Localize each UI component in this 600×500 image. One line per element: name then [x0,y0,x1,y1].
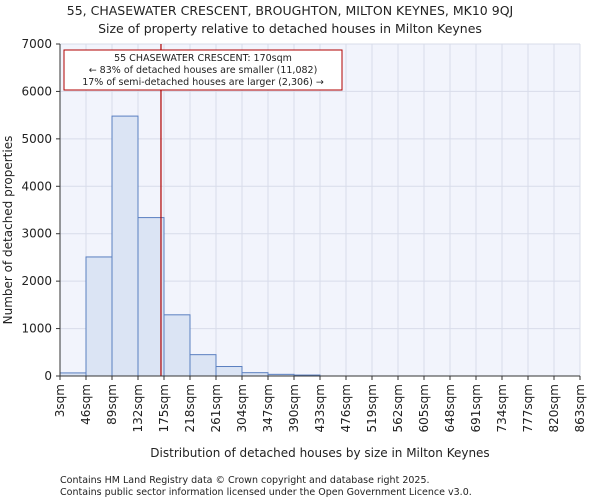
x-tick-label: 347sqm [261,384,275,432]
bar-261sqm [215,366,243,377]
annotation-line3: 17% of semi-detached houses are larger (… [82,77,324,88]
y-tick-label: 3000 [21,227,52,241]
x-tick-label: 3sqm [53,384,67,417]
y-tick-label: 5000 [21,132,52,146]
annotation-frame [63,49,343,91]
x-tick-label: 46sqm [79,384,93,425]
x-tick-label: 562sqm [391,384,405,432]
axes: 0 1000 2000 3000 4000 5000 6000 7000 3sqm 46sqm 89… [21,37,587,432]
x-tick-label: 734sqm [495,384,509,432]
annotation-box: 55 CHASEWATER CRESCENT: 170sqm ← 83% of … [63,49,343,91]
y-axis-label: Number of detached properties [1,136,15,325]
bar-175sqm [163,314,191,377]
chart-title-line2: Size of property relative to detached ho… [98,21,482,36]
y-tick-label: 7000 [21,37,52,51]
x-tick-label: 863sqm [573,384,587,432]
x-tick-label: 261sqm [209,384,223,432]
bar-89sqm [111,115,139,377]
x-tick-label: 433sqm [313,384,327,432]
x-tick-label: 175sqm [157,384,171,432]
x-tick-label: 390sqm [287,384,301,432]
bar-46sqm [85,256,113,377]
x-tick-label: 304sqm [235,384,249,432]
y-tick-label: 2000 [21,274,52,288]
x-tick-label: 89sqm [105,384,119,425]
x-tick-label: 777sqm [521,384,535,432]
y-tick-label: 4000 [21,179,52,193]
annotation-line2: ← 83% of detached houses are smaller (11… [89,65,318,76]
footer-line2: Contains public sector information licen… [60,487,472,498]
x-tick-label: 476sqm [339,384,353,432]
x-tick-label: 519sqm [365,384,379,432]
x-tick-label: 218sqm [183,384,197,432]
x-tick-label: 132sqm [131,384,145,432]
x-axis-label: Distribution of detached houses by size … [150,446,489,460]
bar-132sqm [137,217,165,377]
x-tick-label: 820sqm [547,384,561,432]
y-tick-label: 0 [44,369,52,383]
x-tick-label: 648sqm [443,384,457,432]
annotation-line1: 55 CHASEWATER CRESCENT: 170sqm [114,53,292,64]
footer-line1: Contains HM Land Registry data © Crown c… [60,475,430,486]
x-tick-label: 605sqm [417,384,431,432]
chart-title-line1: 55, CHASEWATER CRESCENT, BROUGHTON, MILT… [67,3,513,18]
y-tick-label: 6000 [21,84,52,98]
x-tick-label: 691sqm [469,384,483,432]
y-tick-label: 1000 [21,322,52,336]
bar-218sqm [189,354,217,377]
